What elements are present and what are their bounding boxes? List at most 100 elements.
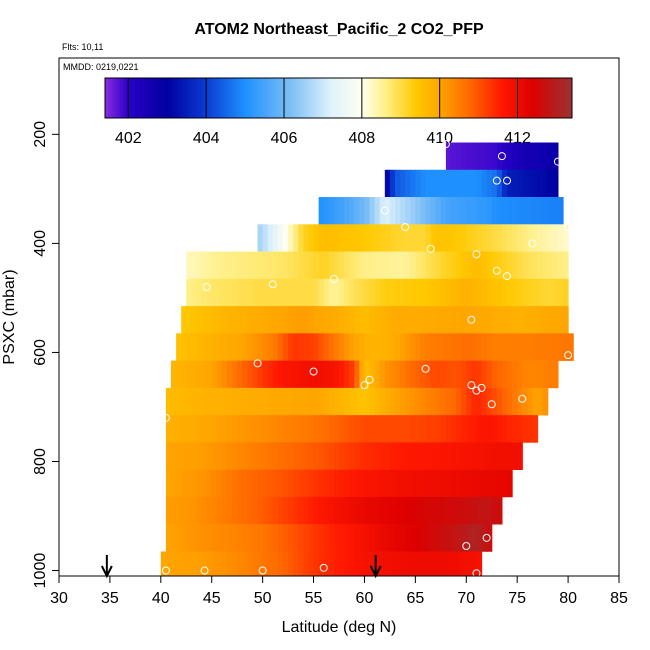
heatmap-cell [507, 197, 513, 225]
heatmap-cell [430, 387, 437, 416]
heatmap-cell [349, 387, 355, 416]
heatmap-cell [227, 333, 233, 361]
heatmap-cell [405, 251, 411, 280]
heatmap-cell [283, 415, 289, 443]
heatmap-cell [344, 442, 350, 470]
heatmap-cell [451, 251, 457, 280]
heatmap-cell [171, 415, 177, 443]
heatmap-cell [272, 415, 279, 443]
heatmap-cell [445, 442, 452, 470]
heatmap-cell [532, 169, 539, 198]
heatmap-cell [333, 306, 340, 334]
heatmap-cell [196, 278, 203, 307]
heatmap-cell [369, 224, 376, 252]
heatmap-cell [247, 278, 254, 307]
heatmap-cell [298, 251, 304, 280]
heatmap-cell [171, 551, 177, 577]
heatmap-cell [476, 251, 483, 280]
heatmap-cell [288, 387, 294, 416]
heatmap-cell [349, 442, 355, 470]
heatmap-cell [221, 524, 228, 552]
heatmap-cell [374, 387, 381, 416]
heatmap-cell [486, 415, 493, 443]
heatmap-cell [461, 469, 467, 498]
heatmap-cell [379, 278, 386, 307]
sample-point [161, 566, 170, 575]
heatmap-cell [389, 360, 396, 389]
heatmap-cell [318, 469, 325, 498]
heatmap-cell [354, 306, 360, 334]
heatmap-cell [379, 496, 386, 525]
heatmap-cell [262, 387, 269, 416]
heatmap-cell [512, 415, 518, 443]
heatmap-cell [384, 387, 391, 416]
heatmap-cell [466, 360, 472, 389]
heatmap-cell [272, 251, 279, 280]
heatmap-cell [445, 415, 452, 443]
heatmap-cell [445, 551, 452, 577]
heatmap-cell [542, 333, 549, 361]
heatmap-cell [242, 251, 248, 280]
heatmap-cell [227, 387, 233, 416]
sample-point [268, 280, 277, 289]
heatmap-cell [277, 387, 284, 416]
heatmap-cell [400, 524, 406, 552]
heatmap-cell [496, 278, 503, 307]
heatmap-cell [191, 278, 198, 307]
heatmap-cell [405, 224, 411, 252]
heatmap-cell [512, 387, 518, 416]
heatmap-cell [328, 496, 335, 525]
heatmap-cell [308, 551, 315, 577]
x-tick-label: 30 [50, 590, 68, 607]
heatmap-cell [481, 251, 488, 280]
heatmap-cell [440, 333, 447, 361]
heatmap-cell [369, 551, 376, 577]
sample-point [329, 274, 338, 283]
heatmap-cell [430, 415, 437, 443]
heatmap-cell [496, 306, 503, 334]
heatmap-cell [308, 469, 315, 498]
heatmap-cell [517, 333, 523, 361]
heatmap-cell [430, 251, 437, 280]
heatmap-cell [440, 360, 447, 389]
sample-point [253, 359, 262, 368]
heatmap-cell [410, 278, 416, 307]
heatmap-cell [486, 142, 493, 171]
sample-point [503, 272, 511, 281]
heatmap-cell [395, 224, 401, 252]
heatmap-cell [333, 333, 340, 361]
heatmap-cell [542, 387, 549, 416]
heatmap-cell [374, 524, 381, 552]
heatmap-cell [496, 496, 503, 525]
heatmap-cell [522, 197, 528, 225]
heatmap-cell [191, 360, 198, 389]
heatmap-cell [211, 496, 218, 525]
heatmap-cell [400, 496, 406, 525]
heatmap-cell [237, 278, 243, 307]
heatmap-cell [527, 278, 534, 307]
heatmap-cell [211, 551, 218, 577]
heatmap-cell [369, 469, 376, 498]
heatmap-cell [277, 251, 284, 280]
heatmap-cell [201, 496, 208, 525]
heatmap-cell [445, 251, 452, 280]
heatmap-cell [211, 442, 218, 470]
heatmap-cell [471, 197, 478, 225]
heatmap-cell [395, 524, 401, 552]
heatmap-cell [389, 278, 396, 307]
heatmap-cell [379, 306, 386, 334]
heatmap-cell [461, 360, 467, 389]
heatmap-cell [232, 442, 238, 470]
heatmap-cell [476, 415, 483, 443]
heatmap-cell [308, 524, 315, 552]
heatmap-cell [400, 278, 406, 307]
heatmap-cell [456, 442, 462, 470]
heatmap-cell [313, 524, 320, 552]
heatmap-cell [537, 224, 544, 252]
heatmap-cell [420, 251, 427, 280]
heatmap-cell [400, 387, 406, 416]
heatmap-cell [384, 524, 391, 552]
heatmap-cell [283, 496, 289, 525]
heatmap-cell [430, 496, 437, 525]
heatmap-cell [456, 333, 462, 361]
